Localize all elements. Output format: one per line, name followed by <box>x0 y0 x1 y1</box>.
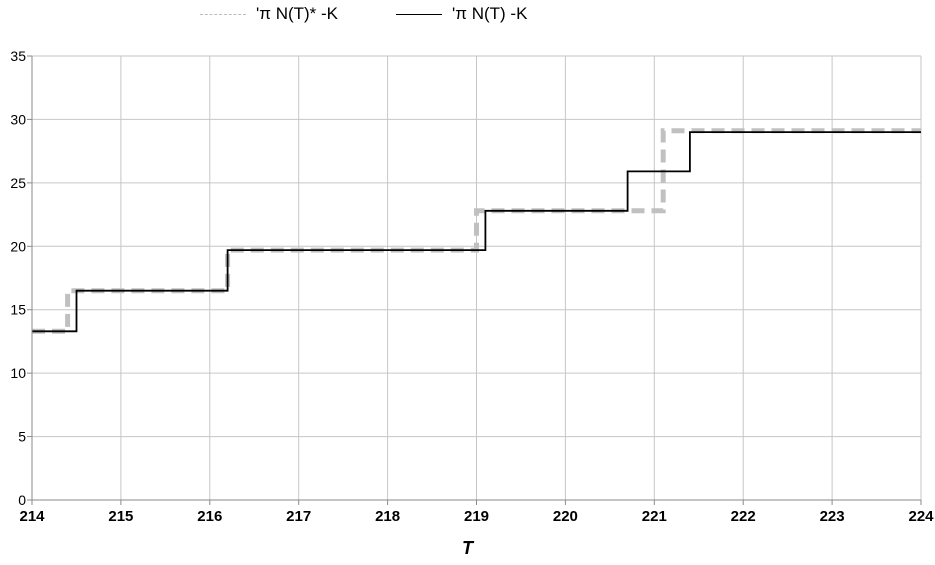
legend-swatch-dashed <box>200 13 246 15</box>
legend: 'π N(T)* -K 'π N(T) -K <box>0 4 935 28</box>
legend-swatch-solid <box>396 13 442 15</box>
series-layer <box>32 128 921 334</box>
grid-lines <box>31 55 922 501</box>
x-tick-label: 222 <box>731 508 756 525</box>
x-tick-label: 218 <box>375 508 400 525</box>
x-tick-label: 219 <box>464 508 489 525</box>
x-tick-label: 224 <box>908 508 934 525</box>
y-tick-label: 5 <box>18 429 26 445</box>
y-tick-label: 30 <box>10 111 26 127</box>
y-tick-label: 35 <box>10 48 26 64</box>
y-tick-labels: 0 5 10 15 20 25 30 35 <box>10 48 26 508</box>
legend-item-series-2: 'π N(T) -K <box>396 4 527 24</box>
legend-label-series-2: 'π N(T) -K <box>452 4 528 23</box>
x-tick-label: 216 <box>197 508 222 525</box>
x-tick-label: 215 <box>108 508 133 525</box>
y-tick-label: 15 <box>10 302 26 318</box>
x-tick-label: 221 <box>642 508 667 525</box>
x-tick-label: 214 <box>19 508 45 525</box>
x-axis-label: T <box>462 538 473 558</box>
series-line-2 <box>32 131 921 333</box>
x-tick-label: 217 <box>286 508 311 525</box>
y-tick-label: 25 <box>10 175 26 191</box>
x-tick-label: 220 <box>553 508 578 525</box>
y-tick-label: 10 <box>10 365 26 381</box>
legend-item-series-1: 'π N(T)* -K <box>200 4 338 24</box>
x-tick-labels: 214 215 216 217 218 219 220 221 222 223 224 <box>19 508 934 525</box>
x-tick-label: 223 <box>820 508 845 525</box>
y-tick-label: 0 <box>18 492 26 508</box>
legend-label-series-1: 'π N(T)* -K <box>256 4 339 23</box>
y-tick-label: 20 <box>10 238 26 254</box>
axes <box>27 55 922 505</box>
